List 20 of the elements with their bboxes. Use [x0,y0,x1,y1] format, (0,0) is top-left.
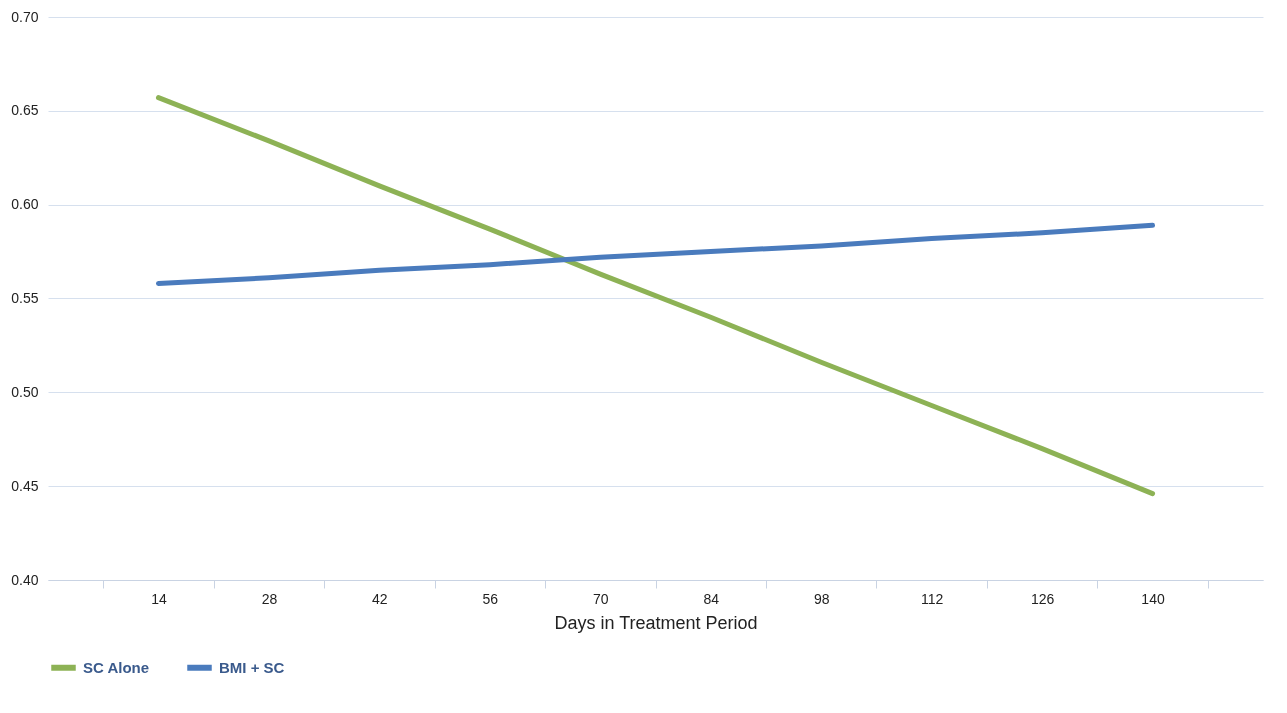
y-tick-label: 0.65 [11,102,39,119]
y-tick-label: 0.40 [11,571,39,588]
y-tick-label: 0.70 [11,8,39,25]
x-axis-title: Days in Treatment Period [554,612,758,633]
x-tick-label: 28 [261,590,278,607]
x-tick-label: 126 [1030,590,1055,607]
y-tick-label: 0.45 [11,477,39,494]
x-tick-label: 70 [592,590,609,607]
y-tick-label: 0.50 [11,383,39,400]
y-tick-label: 0.60 [11,196,39,213]
x-tick-label: 140 [1141,590,1165,607]
legend-label: BMI + SC [219,658,285,676]
legend-label: SC Alone [83,658,150,676]
x-tick-label: 112 [920,590,944,607]
y-tick-label: 0.55 [11,290,39,306]
x-tick-label: 98 [813,590,830,607]
x-tick-label: 84 [703,590,720,607]
x-tick-label: 14 [151,590,167,607]
x-tick-label: 42 [372,590,388,607]
x-tick-label: 56 [482,590,499,607]
